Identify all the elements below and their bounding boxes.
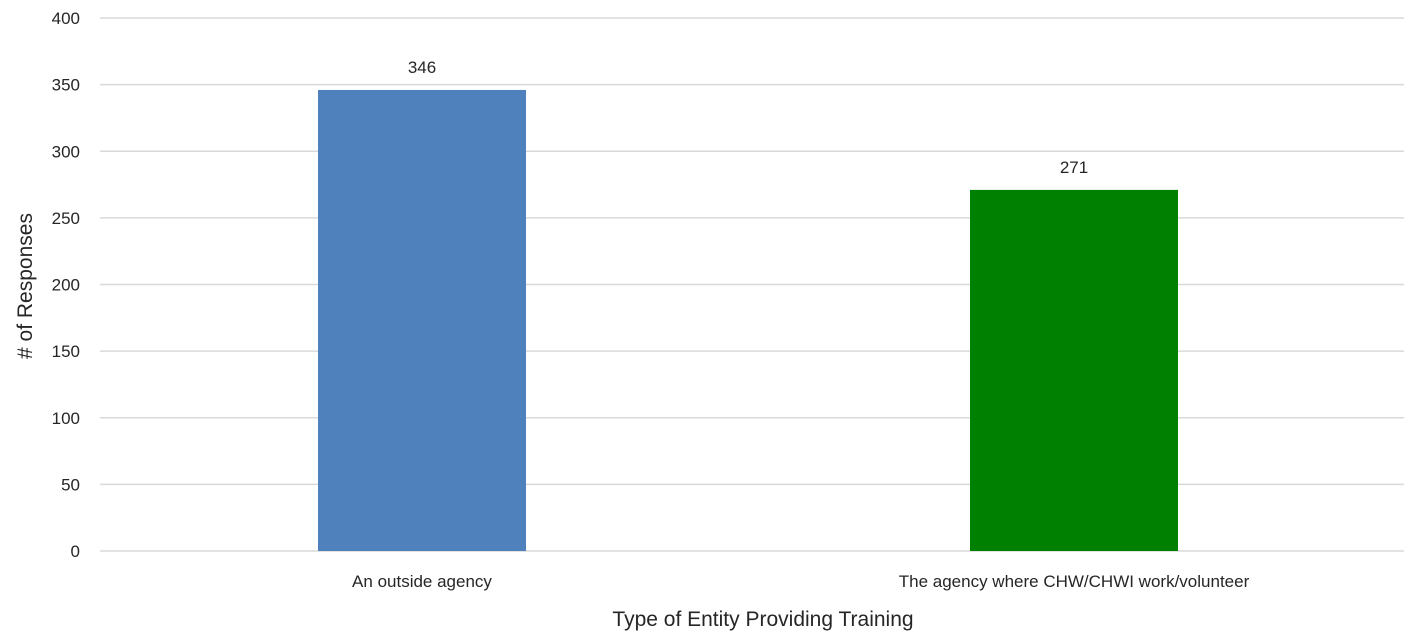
y-tick-label: 400 xyxy=(52,9,80,28)
y-tick-label: 100 xyxy=(52,409,80,428)
y-tick-label: 150 xyxy=(52,342,80,361)
x-category-label: The agency where CHW/CHWI work/volunteer xyxy=(899,572,1250,591)
gridlines xyxy=(100,17,1404,552)
x-axis-categories: An outside agency The agency where CHW/CH… xyxy=(352,572,1250,591)
y-tick-label: 0 xyxy=(71,542,80,561)
data-label: 271 xyxy=(1060,158,1088,177)
bar xyxy=(318,89,526,551)
y-tick-label: 300 xyxy=(52,142,80,161)
y-tick-label: 200 xyxy=(52,276,80,295)
y-axis-ticks: 0 50 100 150 200 250 300 350 400 xyxy=(52,9,80,561)
x-axis-title: Type of Entity Providing Training xyxy=(612,608,913,631)
y-axis-title: # of Responses xyxy=(14,213,37,359)
y-tick-label: 50 xyxy=(61,475,80,494)
data-label: 346 xyxy=(408,58,436,77)
bars xyxy=(318,89,1178,551)
y-tick-label: 250 xyxy=(52,209,80,228)
data-labels: 346 271 xyxy=(408,58,1088,177)
x-category-label: An outside agency xyxy=(352,572,492,591)
bar xyxy=(970,189,1178,551)
y-tick-label: 350 xyxy=(52,76,80,95)
